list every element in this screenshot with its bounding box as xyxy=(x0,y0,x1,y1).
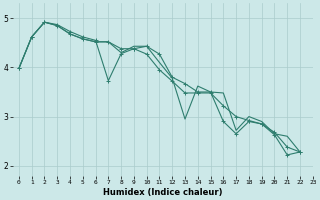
X-axis label: Humidex (Indice chaleur): Humidex (Indice chaleur) xyxy=(103,188,222,197)
